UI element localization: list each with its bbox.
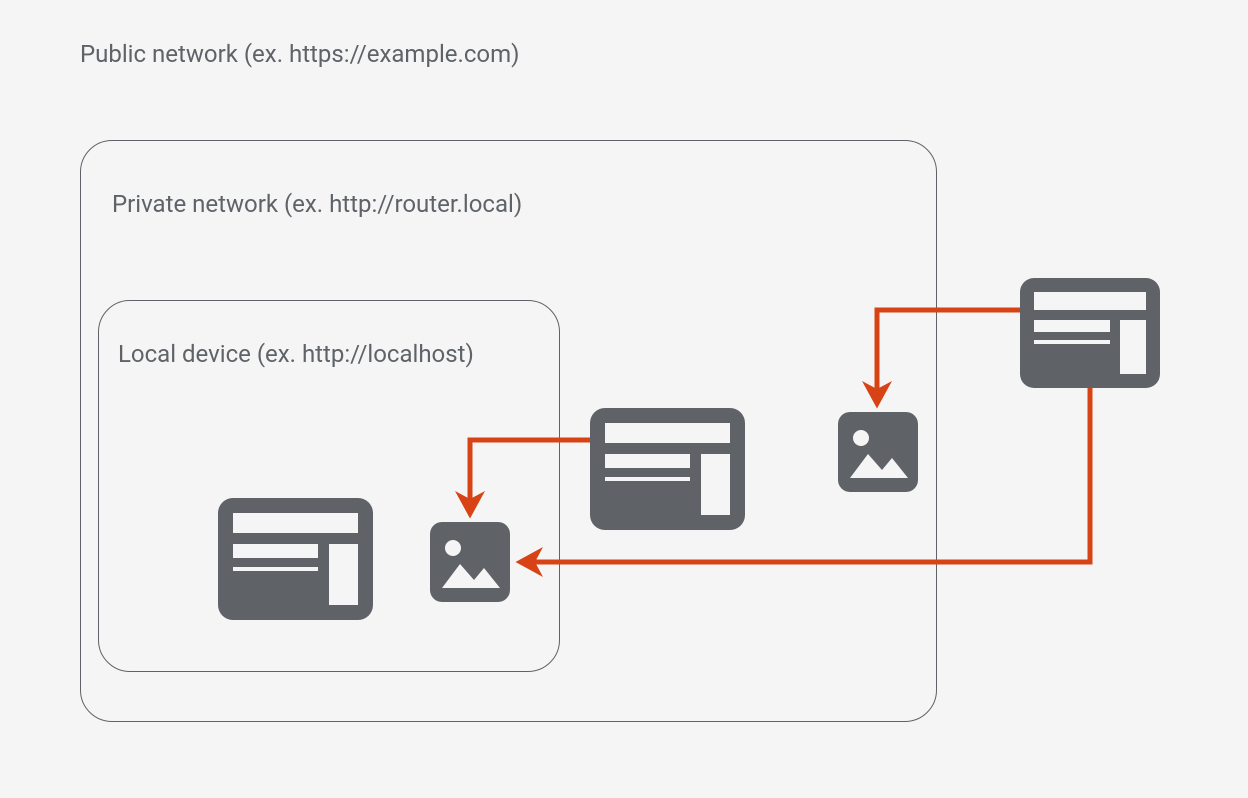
arrow-public-to-private-image: [877, 310, 1020, 402]
arrow-private-to-local-image: [470, 440, 590, 512]
image-icon-private: [838, 412, 918, 492]
svg-layer: [0, 0, 1248, 798]
browser-icon-private: [590, 408, 745, 530]
arrows: [470, 310, 1090, 562]
image-icon-local: [430, 522, 510, 602]
diagram-canvas: Public network (ex. https://example.com)…: [0, 0, 1248, 798]
browser-icon-local: [218, 498, 373, 620]
browser-icon-public: [1020, 278, 1160, 388]
